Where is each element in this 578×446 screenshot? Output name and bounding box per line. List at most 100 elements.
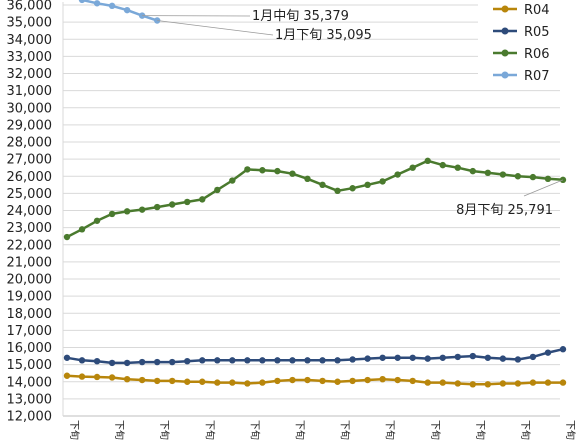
data-point <box>529 173 537 181</box>
data-point <box>199 378 206 385</box>
y-tick-label: 19,000 <box>7 290 53 305</box>
y-tick-label: 20,000 <box>7 273 53 288</box>
data-point <box>349 377 356 385</box>
data-point <box>559 379 567 386</box>
data-point <box>78 0 86 4</box>
data-point <box>259 357 266 364</box>
data-point <box>454 353 461 361</box>
series-line <box>66 159 564 239</box>
x-tick-label: 下旬 <box>68 420 81 440</box>
data-point <box>274 377 281 385</box>
x-axis: 下旬 下旬 下旬 下旬 下旬 下旬 下旬 下旬 下旬 下旬 下旬 下旬 <box>62 2 577 440</box>
legend-marker <box>501 27 509 35</box>
x-tick-label: 下旬 <box>519 420 532 440</box>
data-point <box>439 354 446 361</box>
data-point <box>108 374 116 381</box>
x-tick-label: 下旬 <box>248 420 261 440</box>
data-point <box>93 373 101 381</box>
data-point <box>199 357 206 364</box>
data-point <box>559 346 567 353</box>
y-tick-label: 14,000 <box>7 375 53 390</box>
y-tick-label: 34,000 <box>7 33 53 48</box>
series-group <box>63 0 567 388</box>
y-tick-label: 27,000 <box>7 153 53 168</box>
data-point <box>153 17 161 24</box>
data-point <box>153 377 161 385</box>
data-point <box>469 381 477 388</box>
data-point <box>409 164 416 171</box>
data-point <box>184 198 191 206</box>
data-point <box>409 354 416 361</box>
y-tick-label: 35,000 <box>7 16 53 31</box>
data-point <box>454 164 461 171</box>
legend: R04 R05 R06 R07 <box>478 0 578 86</box>
data-point <box>484 354 492 361</box>
y-tick-label: 15,000 <box>7 358 53 373</box>
data-point <box>499 355 507 362</box>
x-tick-label: 下旬 <box>339 420 352 440</box>
y-tick-label: 33,000 <box>7 50 53 65</box>
data-point <box>334 187 341 195</box>
data-point <box>123 375 131 383</box>
data-point <box>78 357 86 364</box>
y-tick-label: 12,000 <box>7 410 53 425</box>
legend-label: R04 <box>524 3 550 18</box>
data-point <box>409 377 416 385</box>
annotation-leader <box>157 20 274 36</box>
y-tick-label: 26,000 <box>7 170 53 185</box>
data-point <box>484 381 492 388</box>
data-point <box>514 356 522 363</box>
data-point <box>78 373 86 380</box>
data-point <box>514 380 522 387</box>
data-point <box>184 378 191 385</box>
data-point <box>274 167 281 175</box>
legend-item-r04: R04 <box>493 3 550 18</box>
data-point <box>244 166 251 173</box>
data-point <box>469 352 477 360</box>
data-point <box>304 175 311 183</box>
data-point <box>424 379 431 386</box>
legend-box <box>478 0 578 86</box>
legend-label: R06 <box>524 47 550 62</box>
data-point <box>334 357 341 364</box>
data-point <box>379 375 386 383</box>
y-tick-label: 17,000 <box>7 324 53 339</box>
data-point <box>454 380 461 387</box>
data-point <box>169 201 176 208</box>
data-point <box>138 376 146 384</box>
data-point <box>304 376 311 384</box>
data-point <box>93 0 101 7</box>
data-point <box>394 376 401 384</box>
annotation-label: 8月下旬 25,791 <box>456 203 553 218</box>
data-point <box>394 354 401 361</box>
data-point <box>304 357 311 364</box>
data-point <box>544 379 552 386</box>
data-point <box>544 175 552 183</box>
data-point <box>184 358 191 365</box>
data-point <box>544 349 552 356</box>
y-tick-label: 28,000 <box>7 136 53 151</box>
y-tick-label: 32,000 <box>7 67 53 82</box>
data-point <box>394 171 401 178</box>
y-tick-label: 21,000 <box>7 255 53 270</box>
data-point <box>379 178 386 185</box>
x-tick-label: 下旬 <box>429 420 442 440</box>
y-tick-label: 24,000 <box>7 204 53 219</box>
data-point <box>138 206 146 213</box>
data-point <box>108 2 116 10</box>
series-r04 <box>63 372 567 388</box>
series-r05 <box>63 346 567 367</box>
data-point <box>63 354 71 361</box>
data-point <box>514 173 522 180</box>
y-tick-label: 29,000 <box>7 118 53 133</box>
data-point <box>123 6 131 14</box>
data-point <box>349 185 356 192</box>
series-line <box>66 374 563 386</box>
data-point <box>259 167 266 174</box>
data-point <box>424 157 431 165</box>
legend-item-r07: R07 <box>493 69 550 84</box>
annotation-label: 1月中旬 35,379 <box>252 9 349 24</box>
data-point <box>529 379 537 386</box>
data-point <box>229 379 236 386</box>
